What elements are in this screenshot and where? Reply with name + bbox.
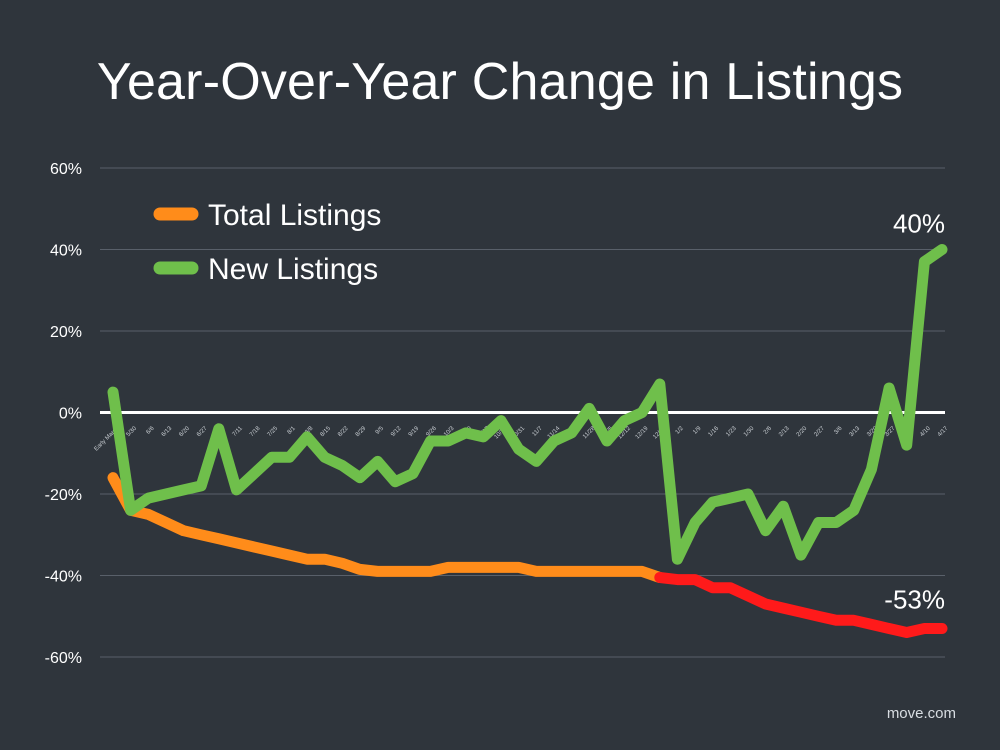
legend-label: Total Listings [208, 199, 381, 232]
y-tick-label: 20% [50, 324, 82, 341]
x-tick-label: 1/30 [743, 425, 756, 438]
x-tick-label: 9/12 [390, 425, 403, 438]
gridlines [100, 167, 945, 658]
source-credit: move.com [886, 705, 956, 722]
y-axis-labels: 60% 40% 20% 0% -20% -40% -60% [45, 161, 82, 667]
x-tick-label: 8/15 [320, 425, 333, 438]
x-tick-label: 7/18 [249, 425, 262, 438]
x-tick-label: 8/22 [337, 425, 350, 438]
y-tick-label: 40% [50, 243, 82, 260]
x-tick-label: 11/7 [532, 425, 545, 438]
x-tick-label: 1/16 [708, 425, 721, 438]
y-tick-label: 60% [50, 161, 82, 178]
total-listings-end-label: -53% [884, 584, 945, 614]
y-tick-label: -20% [45, 487, 82, 504]
series-lines [107, 244, 948, 638]
x-tick-label: 3/6 [833, 425, 844, 436]
end-labels: 40% -53% [884, 209, 945, 615]
x-tick-label: 2/20 [796, 425, 809, 438]
x-tick-label: 3/13 [849, 425, 862, 438]
total-listings-line [107, 472, 666, 583]
y-tick-label: 0% [59, 406, 82, 423]
x-tick-label: 6/6 [146, 425, 157, 436]
x-tick-label: 5/30 [126, 425, 139, 438]
x-tick-label: 2/13 [778, 425, 791, 438]
chart-title: Year-Over-Year Change in Listings [96, 53, 904, 111]
x-tick-label: 6/27 [196, 425, 209, 438]
x-tick-label: 1/23 [725, 425, 738, 438]
x-tick-label: 8/8 [304, 425, 315, 436]
x-tick-label: 4/17 [937, 425, 950, 438]
x-tick-label: 9/19 [408, 425, 421, 438]
x-tick-label: 2/6 [763, 425, 774, 436]
x-tick-label: 7/25 [267, 425, 280, 438]
new-listings-line [107, 244, 948, 565]
x-tick-label: 2/27 [813, 425, 826, 438]
x-tick-label: 8/29 [355, 425, 368, 438]
x-tick-label: 7/11 [232, 425, 245, 438]
x-tick-label: 6/20 [178, 425, 191, 438]
legend-label: New Listings [208, 253, 378, 286]
y-tick-label: -40% [45, 569, 82, 586]
x-tick-label: 6/13 [161, 425, 174, 438]
x-tick-label: 1/9 [692, 425, 703, 436]
new-listings-end-label: 40% [893, 209, 945, 239]
x-tick-label: 9/5 [375, 425, 386, 436]
y-tick-label: -60% [45, 650, 82, 667]
legend: Total Listings New Listings [153, 199, 381, 286]
x-tick-label: 8/1 [287, 425, 298, 436]
total-listings-recent-line [654, 572, 948, 638]
x-tick-label: 1/2 [675, 425, 686, 436]
x-tick-label: 12/19 [635, 425, 650, 440]
x-tick-label: 4/10 [919, 425, 932, 438]
